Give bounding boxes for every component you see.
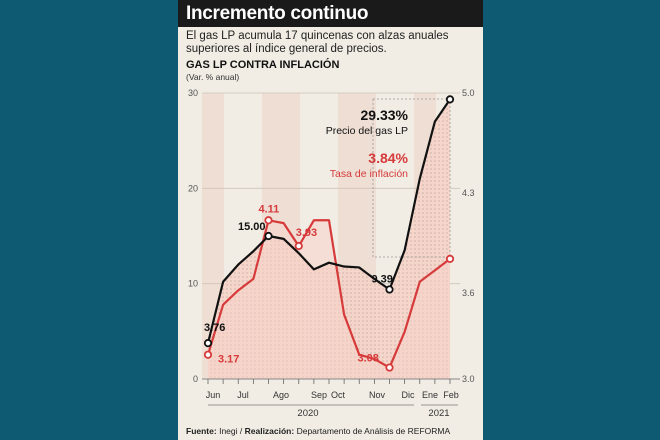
chart-card: Incremento continuo El gas LP acumula 17… [178, 0, 483, 440]
y-right-tick: 4.3 [462, 188, 475, 198]
data-label: 3.93 [296, 227, 317, 239]
credit-value: Departamento de Análisis de REFORMA [296, 426, 451, 436]
chart-unit: (Var. % anual) [186, 72, 240, 82]
gas-point [203, 339, 213, 348]
credit-label: Realización: [244, 426, 295, 436]
callout-value: 3.84% [368, 150, 408, 166]
subtitle: El gas LP acumula 17 quincenas con alzas… [186, 30, 449, 55]
data-label: 3.17 [218, 354, 239, 366]
inflation-line [206, 219, 451, 369]
callout-box [372, 98, 451, 258]
x-month-label: Ene [422, 390, 438, 400]
callout-value: 29.33% [361, 107, 409, 123]
x-month-label: Jun [206, 390, 221, 400]
y-right-tick: 3.0 [462, 374, 475, 384]
data-label: 3.08 [358, 353, 379, 365]
x-month-label: Feb [443, 390, 459, 400]
gas-line [206, 98, 451, 344]
callout-label: Precio del gas LP [326, 125, 408, 137]
inflation-point [203, 350, 213, 359]
gas-point [385, 285, 394, 294]
year-label: 2021 [428, 408, 449, 419]
y-left-tick: 0 [193, 374, 198, 384]
x-month-label: Jul [237, 390, 249, 400]
chart: 3.76 15.00 9.39 3.17 4.11 3.93 3.08 29.33% Preci… [188, 88, 475, 419]
source-separator: / [237, 426, 245, 436]
chart-heading: GAS LP CONTRA INFLACIÓN [186, 59, 340, 71]
y-right-tick: 5.0 [462, 88, 475, 98]
y-left-tick: 30 [188, 88, 198, 98]
inflation-point [445, 254, 455, 263]
x-month-label: Nov [369, 390, 386, 400]
data-label: 4.11 [259, 203, 280, 215]
y-right-tick: 3.6 [462, 288, 475, 298]
inflation-point [294, 241, 303, 251]
x-month-label: Ago [273, 390, 289, 400]
data-label: 3.76 [204, 322, 225, 334]
page-title: Incremento continuo [186, 3, 369, 24]
source-note: Fuente: Inegi / Realización: Departament… [186, 426, 450, 436]
x-month-label: Dic [402, 390, 415, 400]
data-label: 9.39 [372, 273, 393, 285]
year-label: 2020 [297, 408, 318, 419]
data-label: 15.00 [238, 221, 266, 233]
y-left-tick: 10 [188, 279, 198, 289]
inflation-area [208, 220, 450, 379]
gas-point [445, 95, 455, 104]
callout-label: Tasa de inflación [330, 168, 408, 180]
inflation-point [385, 363, 394, 372]
y-left-tick: 20 [188, 183, 198, 193]
source-value: Inegi [219, 426, 238, 436]
x-month-label: Oct [331, 390, 346, 400]
title-bar: Incremento continuo [178, 0, 483, 27]
x-month-label: Sep [311, 390, 327, 400]
source-label: Fuente: [186, 426, 217, 436]
inflation-point [264, 216, 273, 225]
gas-point [264, 231, 273, 241]
